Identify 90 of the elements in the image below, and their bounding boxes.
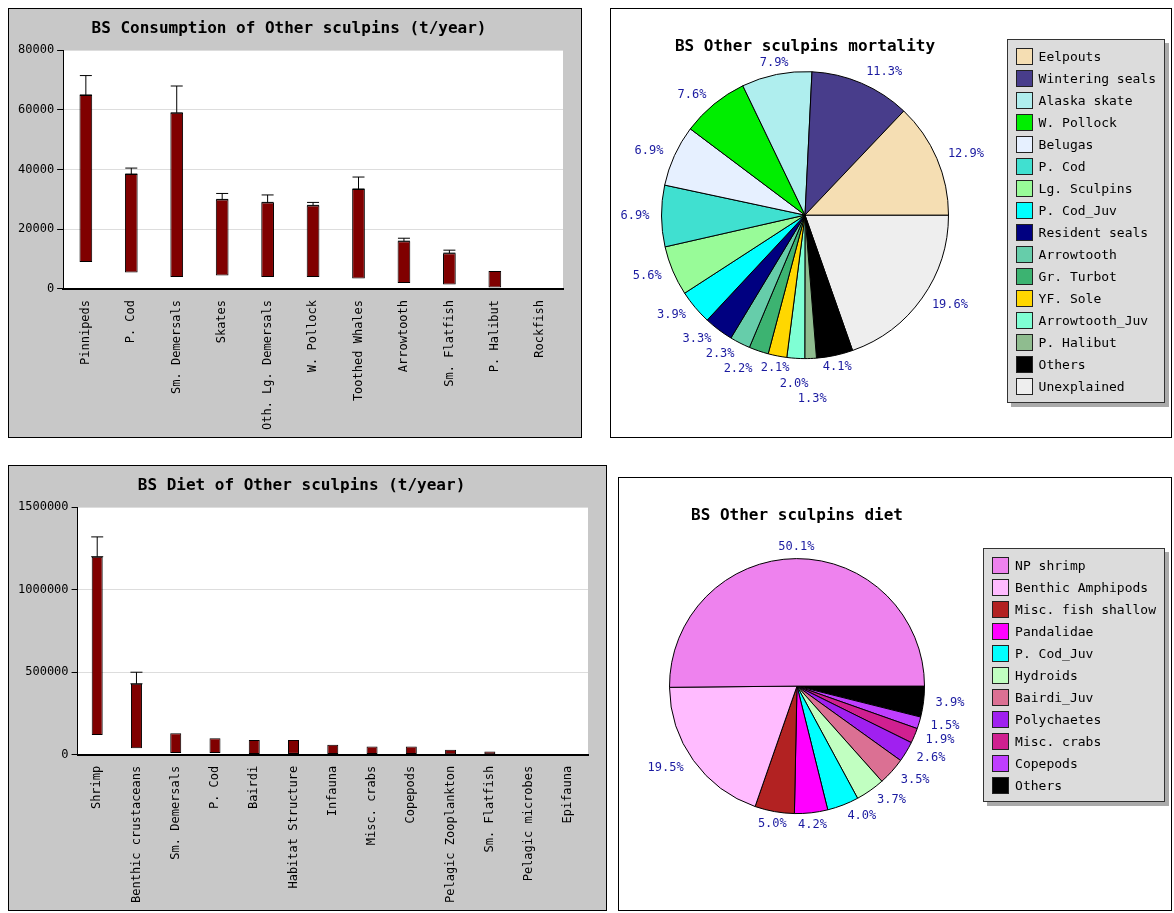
data-label: 7.6% bbox=[677, 87, 708, 102]
legend-label: Bairdi_Juv bbox=[1015, 689, 1094, 705]
data-label: 3.9% bbox=[656, 307, 687, 322]
x-tick-label: W. Pollock bbox=[305, 299, 320, 373]
legend-label: Wintering seals bbox=[1038, 70, 1156, 86]
legend-label: Misc. crabs bbox=[1015, 733, 1102, 749]
x-tick-label: Sm. Flatfish bbox=[481, 765, 496, 853]
x-tick-label: P. Cod bbox=[207, 765, 222, 810]
y-tick-label: 0 bbox=[61, 746, 69, 761]
y-tick-label: 0 bbox=[46, 281, 55, 296]
data-label: 12.9% bbox=[947, 145, 985, 160]
y-tick-label: 40000 bbox=[18, 161, 55, 176]
x-tick-label: P. Cod bbox=[123, 299, 138, 344]
data-label: 19.5% bbox=[647, 759, 685, 774]
data-label: 50.1% bbox=[778, 538, 816, 553]
legend-label: Lg. Sculpins bbox=[1038, 180, 1133, 196]
data-label: 19.6% bbox=[931, 297, 969, 312]
y-tick-label: 80000 bbox=[18, 42, 55, 57]
x-tick-label: Toothed Whales bbox=[350, 299, 365, 402]
data-label: 6.9% bbox=[620, 208, 651, 223]
data-label: 4.2% bbox=[798, 816, 828, 831]
data-label: 3.9% bbox=[935, 695, 966, 710]
x-tick-label: Pelagic microbes bbox=[521, 765, 536, 882]
data-label: 5.0% bbox=[757, 815, 788, 830]
data-label: 2.2% bbox=[723, 361, 754, 376]
data-label: 2.3% bbox=[705, 345, 736, 360]
data-label: 4.0% bbox=[847, 808, 878, 823]
x-tick-label: Misc. crabs bbox=[364, 765, 379, 846]
legend-label: Polychaetes bbox=[1015, 711, 1102, 727]
legend-label: Belugas bbox=[1038, 136, 1094, 152]
data-label: 3.5% bbox=[900, 771, 931, 786]
x-tick-label: Pelagic Zooplankton bbox=[442, 765, 457, 904]
y-tick-label: 500000 bbox=[25, 664, 69, 679]
x-tick-label: Shrimp bbox=[89, 765, 104, 810]
x-tick-label: Epifauna bbox=[560, 765, 575, 824]
y-tick-label: 20000 bbox=[18, 221, 55, 236]
x-tick-label: Benthic crustaceans bbox=[128, 765, 143, 904]
legend-label: P. Cod bbox=[1038, 158, 1086, 174]
y-tick-label: 1000000 bbox=[17, 581, 69, 596]
data-label: 4.1% bbox=[822, 359, 853, 374]
legend-label: Eelpouts bbox=[1038, 48, 1102, 64]
data-label: 1.5% bbox=[930, 718, 961, 733]
data-label: 11.3% bbox=[866, 64, 904, 79]
data-label: 6.9% bbox=[634, 142, 665, 157]
chart-title: BS Consumption of Other sculpins (t/year) bbox=[91, 17, 487, 37]
x-tick-label: Skates bbox=[214, 299, 229, 344]
data-label: 3.3% bbox=[682, 331, 713, 346]
legend-label: W. Pollock bbox=[1038, 114, 1117, 130]
data-label: 1.3% bbox=[797, 390, 828, 405]
legend-label: Arrowtooth bbox=[1038, 246, 1117, 262]
text: BS Other sculpins mortality bbox=[674, 35, 936, 55]
x-tick-label: Sm. Flatfish bbox=[441, 299, 456, 387]
legend-label: Misc. fish shallow bbox=[1015, 601, 1156, 617]
legend-label: NP shrimp bbox=[1015, 557, 1086, 573]
x-tick-label: Oth. Lg. Demersals bbox=[259, 299, 274, 430]
legend-label: Benthic Amphipods bbox=[1015, 579, 1149, 595]
x-tick-label: Copepods bbox=[403, 765, 418, 824]
chart-title: BS Other sculpins diet bbox=[691, 504, 903, 524]
legend-label: P. Cod_Juv bbox=[1015, 645, 1094, 661]
y-tick-label: 1500000 bbox=[17, 499, 69, 514]
legend-label: Unexplained bbox=[1038, 378, 1125, 394]
data-label: 7.9% bbox=[759, 54, 790, 69]
legend-label: Resident seals bbox=[1038, 224, 1149, 240]
legend-label: Gr. Turbot bbox=[1038, 268, 1117, 284]
x-tick-label: Pinnipeds bbox=[77, 299, 92, 365]
data-label: 2.1% bbox=[760, 359, 791, 374]
x-tick-label: Sm. Demersals bbox=[168, 299, 183, 394]
y-tick-label: 60000 bbox=[18, 102, 55, 117]
chart-title: BS Diet of Other sculpins (t/year) bbox=[137, 474, 466, 494]
data-label: 2.6% bbox=[916, 750, 947, 765]
legend-label: Alaska skate bbox=[1038, 92, 1133, 108]
data-label: 3.7% bbox=[877, 792, 907, 807]
x-tick-label: Infauna bbox=[324, 765, 339, 817]
data-label: 2.0% bbox=[779, 376, 810, 391]
legend-label: Pandalidae bbox=[1015, 623, 1094, 639]
data-label: 1.9% bbox=[925, 732, 956, 747]
legend-label: YF. Sole bbox=[1038, 290, 1102, 306]
data-label: 5.6% bbox=[632, 267, 663, 282]
legend-label: Others bbox=[1038, 356, 1086, 372]
legend-label: Hydroids bbox=[1015, 667, 1078, 683]
x-tick-label: Rockfish bbox=[532, 299, 547, 358]
x-tick-label: Arrowtooth bbox=[396, 299, 411, 373]
legend-label: P. Cod_Juv bbox=[1038, 202, 1117, 218]
x-tick-label: Sm. Demersals bbox=[167, 765, 182, 860]
legend-label: Copepods bbox=[1015, 755, 1078, 771]
x-tick-label: P. Halibut bbox=[486, 299, 501, 373]
x-tick-label: Bairdi bbox=[246, 765, 261, 810]
legend-label: Others bbox=[1015, 777, 1063, 793]
x-tick-label: Habitat Structure bbox=[285, 765, 300, 889]
legend-label: Arrowtooth_Juv bbox=[1038, 312, 1149, 328]
